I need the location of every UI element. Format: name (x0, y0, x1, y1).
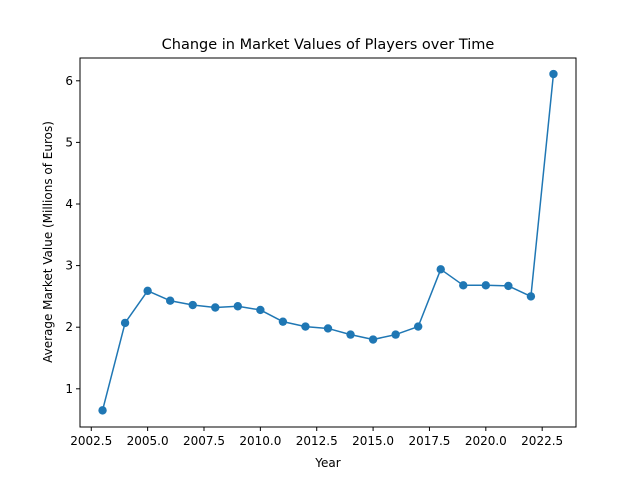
y-tick-label: 1 (65, 382, 73, 396)
data-point (526, 292, 536, 301)
y-tick-label: 3 (65, 259, 73, 273)
data-point (301, 322, 310, 331)
data-point (323, 324, 333, 333)
data-point (346, 330, 355, 339)
y-axis: 1 2 3 4 5 6 (65, 74, 80, 396)
chart-title: Change in Market Values of Players over … (162, 37, 495, 53)
y-tick-label: 5 (65, 135, 73, 149)
y-tick-label: 2 (65, 320, 73, 334)
data-point (504, 281, 513, 291)
data-point (278, 317, 288, 326)
series-line (101, 73, 555, 411)
x-tick-label: 2015.0 (352, 434, 394, 448)
x-tick-label: 2020.0 (465, 434, 507, 448)
plot-area (79, 57, 577, 428)
y-tick-label: 6 (65, 74, 73, 88)
data-point (368, 335, 378, 344)
series-layer (98, 69, 558, 415)
data-point (459, 281, 468, 290)
x-axis-label: Year (314, 456, 340, 470)
data-point (98, 406, 107, 415)
y-axis-label: Average Market Value (Millions of Euros) (41, 121, 55, 363)
x-tick-label: 2022.5 (521, 434, 563, 448)
data-point (143, 286, 152, 296)
axes-frame (79, 57, 577, 428)
x-tick-label: 2012.5 (296, 434, 338, 448)
data-point (165, 296, 175, 305)
x-tick-label: 2010.0 (239, 434, 281, 448)
data-point (436, 265, 445, 274)
x-tick-label: 2017.5 (408, 434, 450, 448)
data-point (120, 318, 130, 328)
x-tick-label: 2007.5 (183, 434, 225, 448)
data-point (481, 281, 491, 290)
data-point (391, 330, 400, 339)
y-tick-label: 4 (65, 197, 73, 211)
x-tick-label: 2005.0 (127, 434, 169, 448)
data-point (413, 322, 423, 331)
x-tick-label: 2002.5 (70, 434, 112, 448)
data-point (256, 305, 265, 315)
x-axis: 2002.5 2005.0 2007.5 2010.0 2012.5 2015.0 2017… (70, 427, 563, 448)
data-point (211, 303, 220, 312)
data-point (188, 300, 197, 310)
data-point (549, 69, 558, 79)
data-point (233, 302, 243, 311)
